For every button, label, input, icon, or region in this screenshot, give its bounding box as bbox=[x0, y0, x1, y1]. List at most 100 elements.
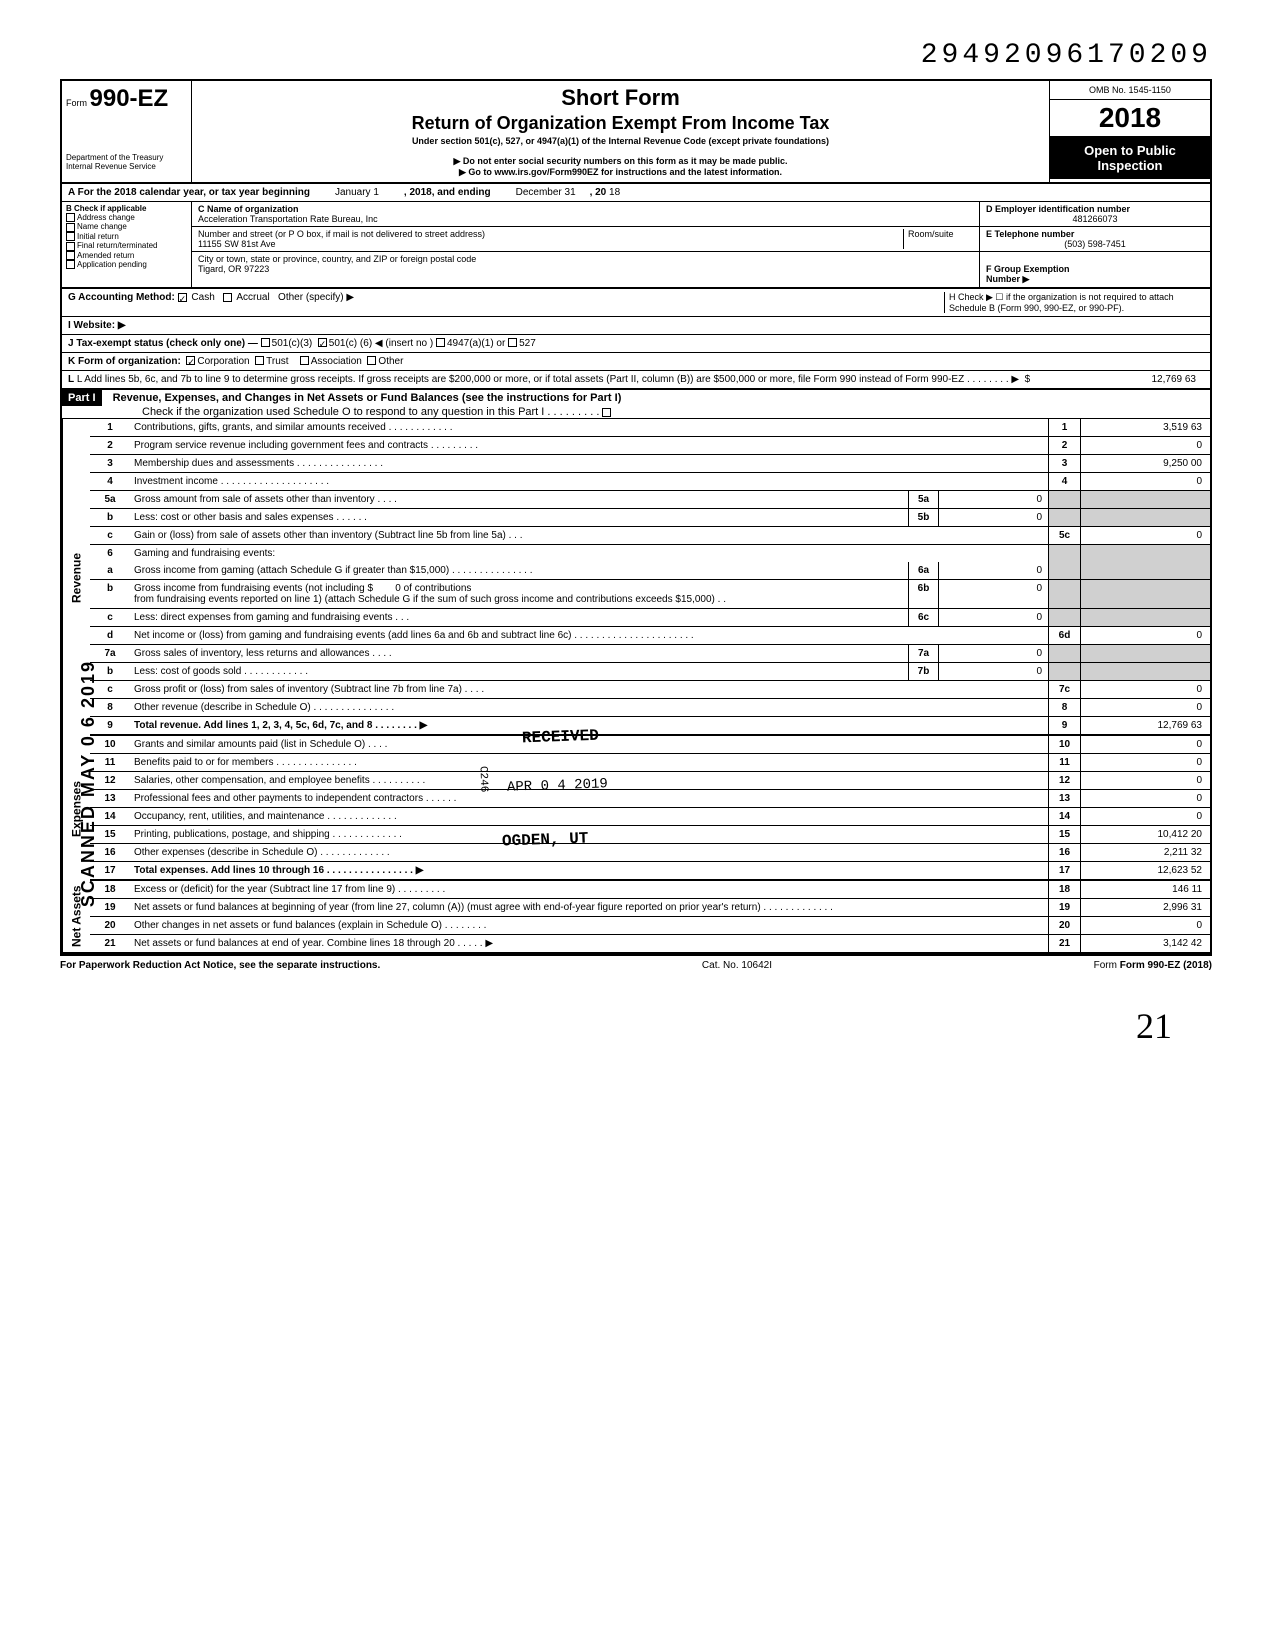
col-num: 8 bbox=[1048, 699, 1080, 716]
phone: (503) 598-7451 bbox=[986, 239, 1204, 249]
line-i: I Website: ▶ bbox=[68, 320, 126, 331]
k-assoc: Association bbox=[311, 356, 362, 367]
cb-label: Name change bbox=[77, 222, 127, 231]
line-7c-val: 0 bbox=[1080, 681, 1210, 698]
sec-b-title: B Check if applicable bbox=[66, 204, 187, 213]
subtitle: Under section 501(c), 527, or 4947(a)(1)… bbox=[200, 136, 1041, 146]
footer-center: Cat. No. 10642I bbox=[702, 960, 772, 971]
line-desc: Net assets or fund balances at beginning… bbox=[130, 899, 1048, 916]
k-corp: Corporation bbox=[197, 356, 249, 367]
checkbox-501c3[interactable] bbox=[261, 338, 270, 347]
checkbox-schedule-o[interactable] bbox=[602, 408, 611, 417]
checkbox-pending[interactable] bbox=[66, 260, 75, 269]
line-desc: Contributions, gifts, grants, and simila… bbox=[130, 419, 1048, 436]
checkbox-527[interactable] bbox=[508, 338, 517, 347]
sub-num: 7a bbox=[908, 645, 938, 662]
line-desc: Gross profit or (loss) from sales of inv… bbox=[130, 681, 1048, 698]
col-num: 7c bbox=[1048, 681, 1080, 698]
col-shaded bbox=[1048, 609, 1080, 626]
j-501c3: 501(c)(3) bbox=[272, 338, 313, 349]
checkbox-501c[interactable] bbox=[318, 338, 327, 347]
line-13-val: 0 bbox=[1080, 790, 1210, 807]
checkbox-4947[interactable] bbox=[436, 338, 445, 347]
sub-val: 0 bbox=[938, 609, 1048, 626]
checkbox-initial[interactable] bbox=[66, 232, 75, 241]
line-l: L Add lines 5b, 6c, and 7b to line 9 to … bbox=[77, 374, 970, 385]
line-a-mid: , 2018, and ending bbox=[404, 187, 491, 198]
line-14-val: 0 bbox=[1080, 808, 1210, 825]
line-desc: Printing, publications, postage, and shi… bbox=[130, 826, 1048, 843]
col-num: 5c bbox=[1048, 527, 1080, 544]
omb-number: OMB No. 1545-1150 bbox=[1050, 81, 1210, 100]
line-desc: Gross sales of inventory, less returns a… bbox=[130, 645, 908, 662]
col-num: 20 bbox=[1048, 917, 1080, 934]
col-shaded bbox=[1048, 580, 1080, 608]
checkbox-cash[interactable] bbox=[178, 293, 187, 302]
page-number: 21 bbox=[60, 1005, 1212, 1047]
received-stamp: RECEIVED bbox=[522, 727, 599, 748]
col-shaded bbox=[1048, 509, 1080, 526]
line-num: 20 bbox=[90, 917, 130, 934]
line-num: 3 bbox=[90, 455, 130, 472]
line-num: b bbox=[90, 580, 130, 608]
checkbox-assoc[interactable] bbox=[300, 356, 309, 365]
line-desc: Excess or (deficit) for the year (Subtra… bbox=[130, 881, 1048, 898]
line-desc: Other revenue (describe in Schedule O) .… bbox=[130, 699, 1048, 716]
line-desc: Less: cost of goods sold . . . . . . . .… bbox=[130, 663, 908, 680]
col-num: 4 bbox=[1048, 473, 1080, 490]
line-20-val: 0 bbox=[1080, 917, 1210, 934]
line-12-val: 0 bbox=[1080, 772, 1210, 789]
col-num: 9 bbox=[1048, 717, 1080, 734]
street: 11155 SW 81st Ave bbox=[198, 239, 903, 249]
line-num: 5a bbox=[90, 491, 130, 508]
line-num: 11 bbox=[90, 754, 130, 771]
line-j: J Tax-exempt status (check only one) — bbox=[68, 338, 258, 349]
footer-right: Form Form 990-EZ (2018) bbox=[1094, 960, 1212, 971]
line-num: a bbox=[90, 562, 130, 579]
phone-label: E Telephone number bbox=[986, 229, 1204, 239]
k-trust: Trust bbox=[266, 356, 288, 367]
checkbox-other[interactable] bbox=[367, 356, 376, 365]
open-public: Open to Public Inspection bbox=[1050, 137, 1210, 179]
sub-num: 6a bbox=[908, 562, 938, 579]
sub-val: 0 bbox=[938, 562, 1048, 579]
cb-label: Address change bbox=[77, 213, 135, 222]
sub-val: 0 bbox=[938, 645, 1048, 662]
col-num: 14 bbox=[1048, 808, 1080, 825]
j-527: 527 bbox=[519, 338, 536, 349]
col-shaded bbox=[1048, 491, 1080, 508]
checkbox-final[interactable] bbox=[66, 242, 75, 251]
sub-val: 0 bbox=[938, 491, 1048, 508]
col-num: 13 bbox=[1048, 790, 1080, 807]
ogden-stamp: OGDEN, UT bbox=[502, 829, 589, 850]
checkbox-accrual[interactable] bbox=[223, 293, 232, 302]
k-other: Other bbox=[378, 356, 403, 367]
col-num: 21 bbox=[1048, 935, 1080, 952]
line-8-val: 0 bbox=[1080, 699, 1210, 716]
col-shaded bbox=[1080, 663, 1210, 680]
line-desc: Benefits paid to or for members . . . . … bbox=[130, 754, 1048, 771]
form-number: 990-EZ bbox=[90, 85, 169, 112]
checkbox-amended[interactable] bbox=[66, 251, 75, 260]
l-value: 12,769 63 bbox=[1074, 374, 1204, 385]
note-website: ▶ Go to www.irs.gov/Form990EZ for instru… bbox=[200, 167, 1041, 178]
meta-section: G Accounting Method: Cash Accrual Other … bbox=[60, 289, 1212, 390]
sub-val: 0 bbox=[938, 663, 1048, 680]
line-desc: Net assets or fund balances at end of ye… bbox=[130, 935, 1048, 952]
line-desc: Total expenses. Add lines 10 through 16 … bbox=[130, 862, 1048, 879]
col-num: 10 bbox=[1048, 736, 1080, 753]
line-num: 2 bbox=[90, 437, 130, 454]
checkbox-name[interactable] bbox=[66, 223, 75, 232]
line-num: c bbox=[90, 609, 130, 626]
checkbox-address[interactable] bbox=[66, 213, 75, 222]
checkbox-trust[interactable] bbox=[255, 356, 264, 365]
line-desc: Occupancy, rent, utilities, and maintena… bbox=[130, 808, 1048, 825]
line-num: 16 bbox=[90, 844, 130, 861]
ein: 481266073 bbox=[986, 214, 1204, 224]
sub-num: 5b bbox=[908, 509, 938, 526]
checkbox-corp[interactable] bbox=[186, 356, 195, 365]
return-title: Return of Organization Exempt From Incom… bbox=[200, 113, 1041, 134]
line-num: 1 bbox=[90, 419, 130, 436]
j-4947: 4947(a)(1) or bbox=[447, 338, 505, 349]
col-num: 16 bbox=[1048, 844, 1080, 861]
